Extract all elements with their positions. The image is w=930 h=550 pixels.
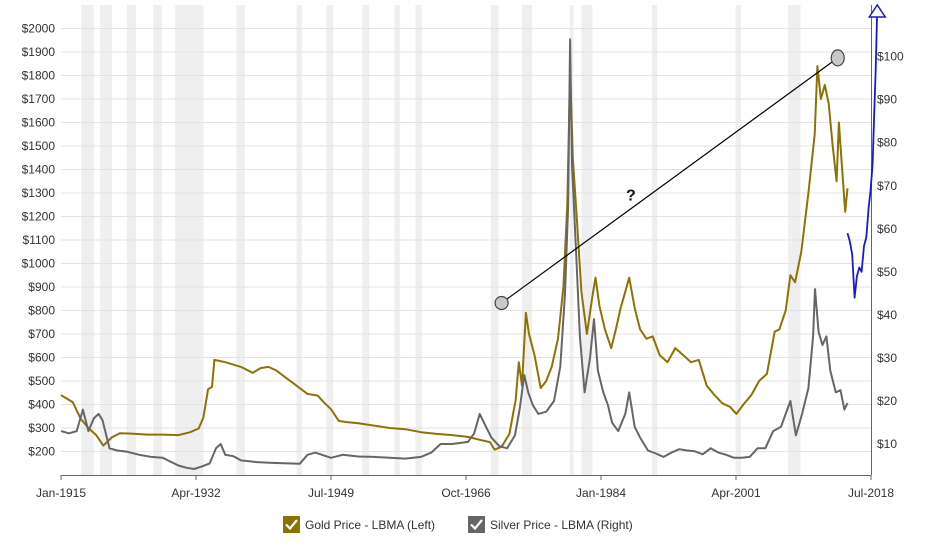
annotation: ? — [494, 49, 845, 311]
left-tick-label: $900 — [28, 280, 55, 294]
left-tick-label: $1600 — [22, 116, 56, 130]
checkbox-icon[interactable] — [283, 516, 300, 533]
x-tick-label: Jul-2018 — [848, 486, 894, 500]
right-tick-label: $70 — [877, 179, 897, 193]
left-tick-label: $1000 — [22, 257, 56, 271]
annotation-label: ? — [626, 187, 636, 204]
arrowhead-icon — [867, 3, 887, 18]
right-tick-label: $40 — [877, 308, 897, 322]
left-tick-label: $800 — [28, 304, 55, 318]
left-tick-label: $1200 — [22, 210, 56, 224]
left-tick-label: $1500 — [22, 139, 56, 153]
right-tick-label: $20 — [877, 394, 897, 408]
left-tick-label: $1900 — [22, 45, 56, 59]
x-tick-label: Jul-1949 — [308, 486, 354, 500]
left-tick-label: $300 — [28, 421, 55, 435]
x-axis-ticks: Jan-1915 Apr-1932 Jul-1949 Oct-1966 Jan-1984… — [36, 475, 894, 500]
x-tick-label: Apr-2001 — [711, 486, 761, 500]
data-series — [60, 3, 887, 470]
right-tick-label: $100 — [877, 50, 904, 64]
legend-label-gold: Gold Price - LBMA (Left) — [305, 517, 436, 532]
series-line — [60, 38, 849, 470]
left-tick-label: $1300 — [22, 186, 56, 200]
legend-label-silver: Silver Price - LBMA (Right) — [490, 517, 633, 532]
left-tick-label: $2000 — [22, 22, 56, 36]
right-tick-label: $50 — [877, 265, 897, 279]
x-tick-label: Apr-1932 — [171, 486, 221, 500]
right-tick-label: $90 — [877, 93, 897, 107]
left-tick-label: $1100 — [23, 233, 56, 247]
x-tick-label: Jan-1915 — [36, 486, 86, 500]
right-axis-ticks: $10 $20 $30 $40 $50 $60 $70 $80 $90 $100 — [877, 50, 904, 451]
legend-item-gold[interactable]: Gold Price - LBMA (Left) — [283, 516, 435, 533]
left-tick-label: $500 — [28, 374, 55, 388]
annotation-start-marker — [494, 295, 509, 311]
series-line — [846, 4, 879, 299]
right-tick-label: $10 — [877, 437, 897, 451]
right-tick-label: $60 — [877, 222, 897, 236]
annotation-line — [501, 57, 839, 304]
legend-item-silver[interactable]: Silver Price - LBMA (Right) — [468, 516, 633, 533]
left-tick-label: $1800 — [22, 69, 56, 83]
right-tick-label: $30 — [877, 351, 897, 365]
x-tick-label: Jan-1984 — [576, 486, 626, 500]
left-tick-label: $700 — [28, 327, 55, 341]
series-line — [60, 65, 849, 451]
left-tick-label: $400 — [28, 398, 55, 412]
checkbox-icon[interactable] — [468, 516, 485, 533]
gridlines — [61, 5, 872, 476]
left-tick-label: $1700 — [22, 92, 56, 106]
left-tick-label: $600 — [28, 351, 55, 365]
left-tick-label: $1400 — [22, 163, 56, 177]
legend: Gold Price - LBMA (Left) Silver Price - … — [0, 516, 930, 538]
left-axis-ticks: $200 $300 $400 $500 $600 $700 $800 $900 $1000 $11… — [22, 22, 56, 459]
annotation-end-marker — [830, 49, 845, 67]
left-tick-label: $200 — [28, 445, 55, 459]
x-tick-label: Oct-1966 — [441, 486, 491, 500]
right-tick-label: $80 — [877, 136, 897, 150]
